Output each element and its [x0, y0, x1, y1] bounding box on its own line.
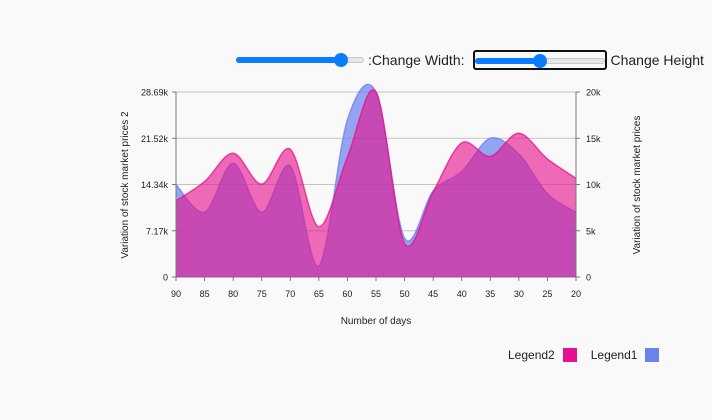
legend1-swatch	[645, 348, 660, 362]
left-tick-label: 0	[163, 273, 168, 283]
width-label: :Change Width:	[368, 52, 465, 68]
x-tick-label: 70	[285, 289, 295, 299]
height-label: Change Height	[610, 52, 704, 68]
x-tick-label: 90	[171, 289, 181, 299]
height-slider[interactable]	[472, 50, 607, 70]
legend2-swatch	[562, 348, 577, 362]
x-tick-label: 75	[257, 289, 267, 299]
width-slider-thumb[interactable]	[333, 53, 348, 67]
x-tick-label: 85	[200, 289, 210, 299]
right-y-axis: 0 5k 10k 15k 20k	[575, 88, 601, 283]
width-slider[interactable]	[236, 51, 364, 69]
right-tick-label: 15k	[586, 134, 601, 144]
line-legend2	[175, 89, 577, 248]
x-tick-label: 35	[485, 289, 495, 299]
x-tick-label: 80	[228, 289, 238, 299]
x-tick-label: 40	[457, 289, 467, 299]
chart-legend: Legend2 Legend1	[508, 348, 660, 362]
left-y-axis-label: Variation of stock market prices 2	[120, 111, 131, 259]
legend2-label: Legend2	[508, 348, 555, 362]
x-tick-label: 30	[514, 289, 524, 299]
legend1-label: Legend1	[590, 348, 638, 362]
legend-item-legend1[interactable]: Legend1	[591, 348, 660, 362]
x-tick-label: 20	[571, 289, 581, 299]
x-tick-label: 25	[542, 289, 552, 299]
chart-controls: :Change Width: Change Height	[236, 50, 706, 70]
x-tick-label: 65	[314, 289, 324, 299]
x-tick-label: 50	[400, 289, 410, 299]
left-tick-label: 7.17k	[146, 226, 169, 236]
right-tick-label: 0	[586, 273, 591, 283]
x-tick-label: 60	[342, 289, 352, 299]
x-tick-label: 55	[371, 289, 381, 299]
height-slider-fill	[474, 58, 540, 64]
left-tick-label: 28.69k	[141, 88, 169, 98]
width-slider-fill	[236, 57, 341, 63]
x-tick-label: 45	[428, 289, 438, 299]
legend-item-legend2[interactable]: Legend2	[508, 348, 577, 362]
height-slider-thumb[interactable]	[532, 54, 547, 68]
x-axis: 90 85 80 75 70 65 60 55 50 45 40 35 30 25 20	[171, 277, 581, 299]
right-tick-label: 5k	[586, 226, 596, 236]
right-tick-label: 10k	[586, 180, 601, 190]
series-areas	[175, 83, 577, 277]
right-y-axis-label: Variation of stock market prices	[632, 116, 643, 255]
right-tick-label: 20k	[586, 88, 601, 98]
left-tick-label: 21.52k	[141, 134, 169, 144]
left-y-axis: 0 7.17k 14.34k 21.52k 28.69k	[141, 88, 177, 283]
x-axis-label: Number of days	[341, 316, 412, 327]
area-legend2	[176, 89, 576, 277]
left-tick-label: 14.34k	[141, 180, 169, 190]
